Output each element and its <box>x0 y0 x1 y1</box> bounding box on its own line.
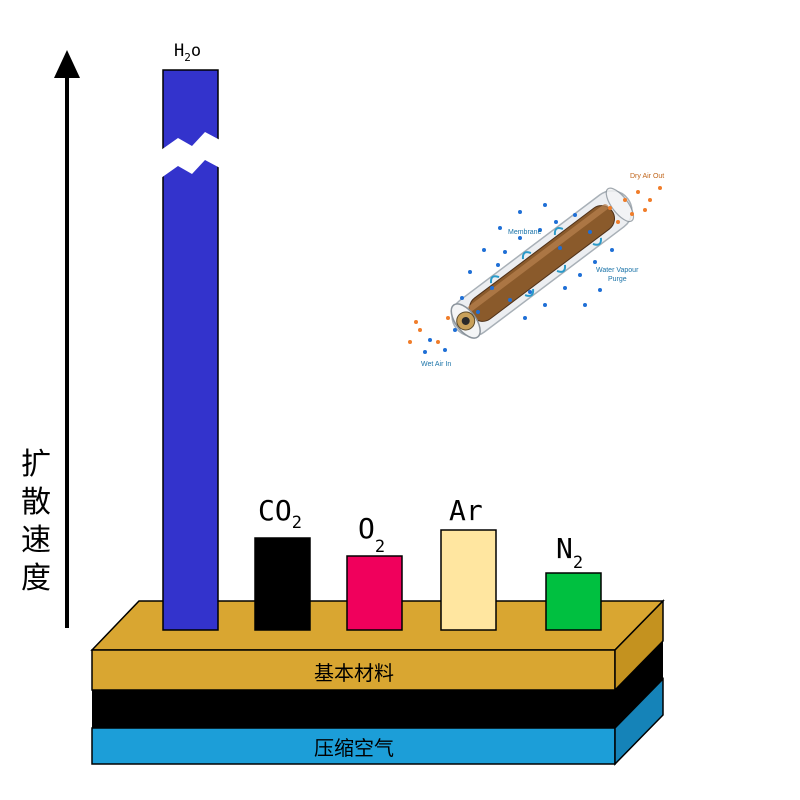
axis-label-line-4: 度 <box>21 561 51 596</box>
water-vapour-label-1: Water Vapour <box>596 267 639 274</box>
gas-bar-co2 <box>254 537 311 631</box>
label-h2o-symbol: H <box>174 41 184 61</box>
gas-bars <box>161 69 602 631</box>
wet-air-in-label: Wet Air In <box>421 361 451 368</box>
label-n2-symbol: N <box>556 532 573 565</box>
label-h2o: H2o <box>174 41 201 64</box>
label-co2-symbol: CO <box>258 494 292 527</box>
base-material-label: 基本材料 <box>314 661 394 685</box>
axis-label-line-3: 速 <box>21 523 51 558</box>
label-h2o-sub: 2 <box>184 51 191 64</box>
base-material-layer <box>91 649 616 691</box>
label-o2: O2 <box>358 512 385 557</box>
membrane-fiber-inset: Dry Air Out Membrane Water Vapour Purge … <box>408 173 664 368</box>
label-co2: CO2 <box>258 494 302 533</box>
dry-air-out-label: Dry Air Out <box>630 173 664 180</box>
label-co2-sub: 2 <box>292 513 302 533</box>
membrane-label: Membrane <box>508 229 542 236</box>
axis-label-line-1: 扩 <box>21 447 51 482</box>
h2o-bar-break <box>161 132 220 178</box>
label-h2o-suffix: o <box>191 41 201 61</box>
gas-bar-ar <box>440 529 497 631</box>
water-vapour-label-2: Purge <box>608 276 627 283</box>
label-ar-symbol: Ar <box>449 494 483 527</box>
label-n2: N2 <box>556 532 583 573</box>
compressed-air-layer <box>91 727 616 765</box>
black-layer-side <box>615 641 663 728</box>
axis-label-line-2: 散 <box>21 485 51 520</box>
label-o2-symbol: O <box>358 512 375 545</box>
label-ar: Ar <box>449 494 483 527</box>
air-molecules <box>408 186 662 344</box>
compressed-air-side <box>614 677 664 766</box>
gas-bar-o2 <box>346 555 403 631</box>
water-molecules <box>423 203 614 354</box>
label-n2-sub: 2 <box>573 553 583 573</box>
gas-bar-n2 <box>545 572 602 631</box>
label-o2-sub: 2 <box>375 537 385 557</box>
diffusion-speed-arrow <box>54 50 80 628</box>
inner-fiber-bundle <box>468 205 615 322</box>
black-layer <box>92 690 615 728</box>
compressed-air-label: 压缩空气 <box>314 736 394 760</box>
